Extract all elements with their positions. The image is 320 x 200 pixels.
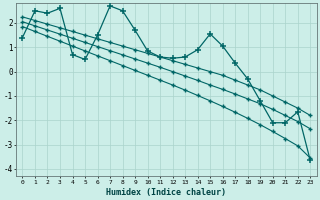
X-axis label: Humidex (Indice chaleur): Humidex (Indice chaleur) (106, 188, 226, 197)
